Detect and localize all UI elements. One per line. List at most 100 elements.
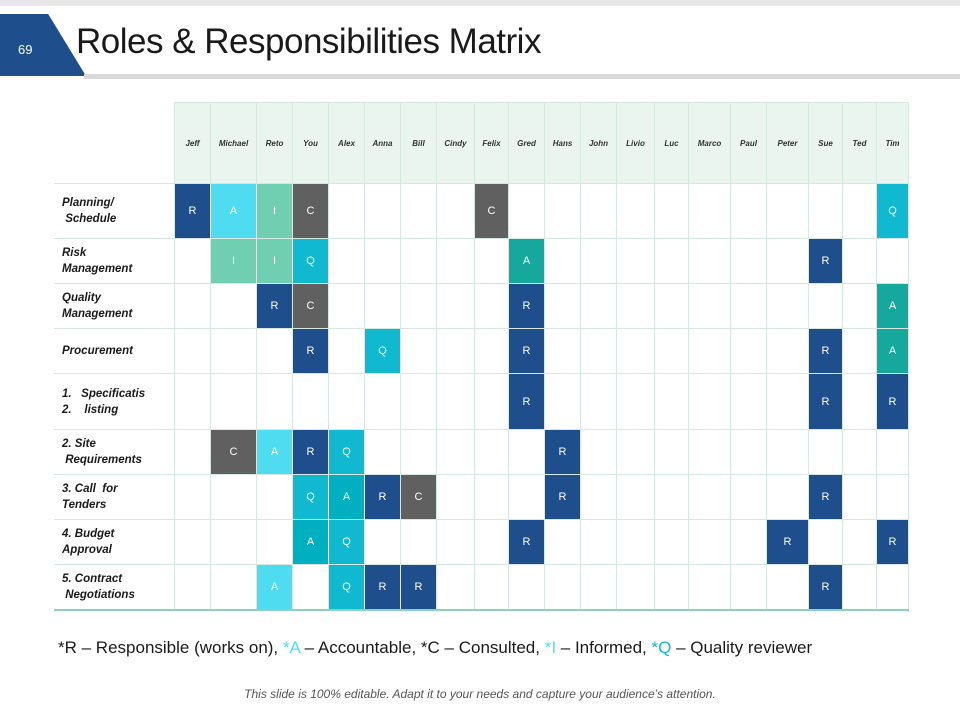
matrix-cell: R: [808, 474, 843, 520]
matrix-cell: [808, 429, 843, 475]
matrix-cell: [580, 429, 617, 475]
matrix-cell: [842, 429, 877, 475]
matrix-cell: [808, 519, 843, 565]
matrix-cell: [328, 183, 365, 239]
task-label-line: Quality: [62, 292, 101, 304]
matrix-cell: [210, 564, 257, 611]
matrix-cell: I: [256, 238, 293, 284]
matrix-cell: [842, 283, 877, 329]
matrix-cell: I: [256, 183, 293, 239]
matrix-cell: C: [210, 429, 257, 475]
matrix-cell: [256, 474, 293, 520]
matrix-cell: [766, 474, 809, 520]
matrix-cell: [654, 429, 689, 475]
matrix-cell: [256, 373, 293, 430]
matrix-cell: C: [400, 474, 437, 520]
footer-note: This slide is 100% editable. Adapt it to…: [244, 687, 716, 701]
matrix-cell: [766, 238, 809, 284]
matrix-corner: [54, 103, 175, 184]
matrix-cell: [580, 183, 617, 239]
matrix-cell: [654, 564, 689, 611]
matrix-cell: Q: [328, 429, 365, 475]
matrix-cell: [328, 373, 365, 430]
matrix-cell: [580, 564, 617, 611]
task-label: 3. Call for Tenders: [54, 474, 175, 520]
task-row: 5. Contract Negotiations A Q R R R: [54, 564, 909, 611]
matrix-cell: A: [292, 519, 329, 565]
matrix-cell: [654, 519, 689, 565]
matrix-cell: [508, 474, 545, 520]
matrix-cell: [730, 373, 767, 430]
legend-i-text: – Informed,: [556, 638, 652, 657]
task-row: 4. Budget Approval A Q R R R: [54, 519, 909, 565]
page-number-badge: [0, 14, 86, 76]
matrix-cell: [256, 519, 293, 565]
matrix-cell: [654, 328, 689, 374]
matrix-cell: [436, 283, 475, 329]
matrix-cell: [474, 429, 509, 475]
matrix-cell: Q: [292, 474, 329, 520]
matrix-cell: [688, 283, 731, 329]
task-label-line: 3. Call for: [62, 483, 118, 495]
matrix-cell: [364, 373, 401, 430]
matrix-cell: R: [174, 183, 211, 239]
legend-q-text: – Quality reviewer: [671, 638, 813, 657]
matrix-cell: A: [256, 564, 293, 611]
matrix-cell: [210, 519, 257, 565]
matrix-cell: [766, 373, 809, 430]
task-label-line: 1. Specificatis: [62, 387, 146, 400]
matrix-cell: [654, 283, 689, 329]
matrix-cell: A: [876, 328, 909, 374]
task-label: 5. Contract Negotiations: [54, 564, 175, 611]
task-label-line: Management: [62, 263, 133, 275]
legend-c-text: – Consulted,: [439, 638, 545, 657]
matrix-cell: [364, 429, 401, 475]
legend-q-code: *Q: [651, 638, 672, 657]
matrix-cell: R: [544, 474, 581, 520]
matrix-cell: R: [508, 328, 545, 374]
matrix-cell: [174, 373, 211, 430]
matrix-cell: R: [808, 373, 843, 430]
matrix-cell: R: [808, 238, 843, 284]
matrix-cell: [730, 519, 767, 565]
matrix-cell: [580, 238, 617, 284]
person-header-livio: Livio: [616, 102, 655, 184]
matrix-cell: [400, 328, 437, 374]
matrix-cell: [400, 429, 437, 475]
person-header-you: You: [292, 102, 329, 184]
task-row: 3. Call for Tenders Q A R C R R: [54, 474, 909, 520]
matrix-cell: [808, 183, 843, 239]
matrix-cell: Q: [328, 519, 365, 565]
matrix-cell: [616, 429, 655, 475]
matrix-cell: R: [508, 519, 545, 565]
matrix-cell: [688, 519, 731, 565]
matrix-cell: A: [256, 429, 293, 475]
task-label-line: Procurement: [62, 345, 133, 357]
matrix-cell: [174, 519, 211, 565]
matrix-cell: [616, 519, 655, 565]
matrix-cell: R: [508, 373, 545, 430]
task-label-line: 2. Site: [62, 438, 96, 450]
person-header-jeff: Jeff: [174, 102, 211, 184]
matrix-cell: A: [508, 238, 545, 284]
matrix-cell: [328, 283, 365, 329]
matrix-cell: [174, 564, 211, 611]
matrix-cell: [580, 373, 617, 430]
matrix-cell: [842, 238, 877, 284]
task-label: Risk Management: [54, 238, 175, 284]
matrix-cell: [436, 373, 475, 430]
matrix-cell: [876, 474, 909, 520]
matrix-cell: I: [210, 238, 257, 284]
matrix-cell: [654, 474, 689, 520]
matrix-cell: Q: [292, 238, 329, 284]
matrix-cell: [730, 328, 767, 374]
matrix-cell: [616, 373, 655, 430]
matrix-cell: [364, 183, 401, 239]
matrix-cell: [508, 429, 545, 475]
page-number: 69: [18, 42, 33, 57]
matrix-cell: R: [508, 283, 545, 329]
task-row: Quality Management R C R A: [54, 283, 909, 329]
matrix-cell: [842, 328, 877, 374]
matrix-cell: [210, 373, 257, 430]
matrix-cell: [474, 328, 509, 374]
